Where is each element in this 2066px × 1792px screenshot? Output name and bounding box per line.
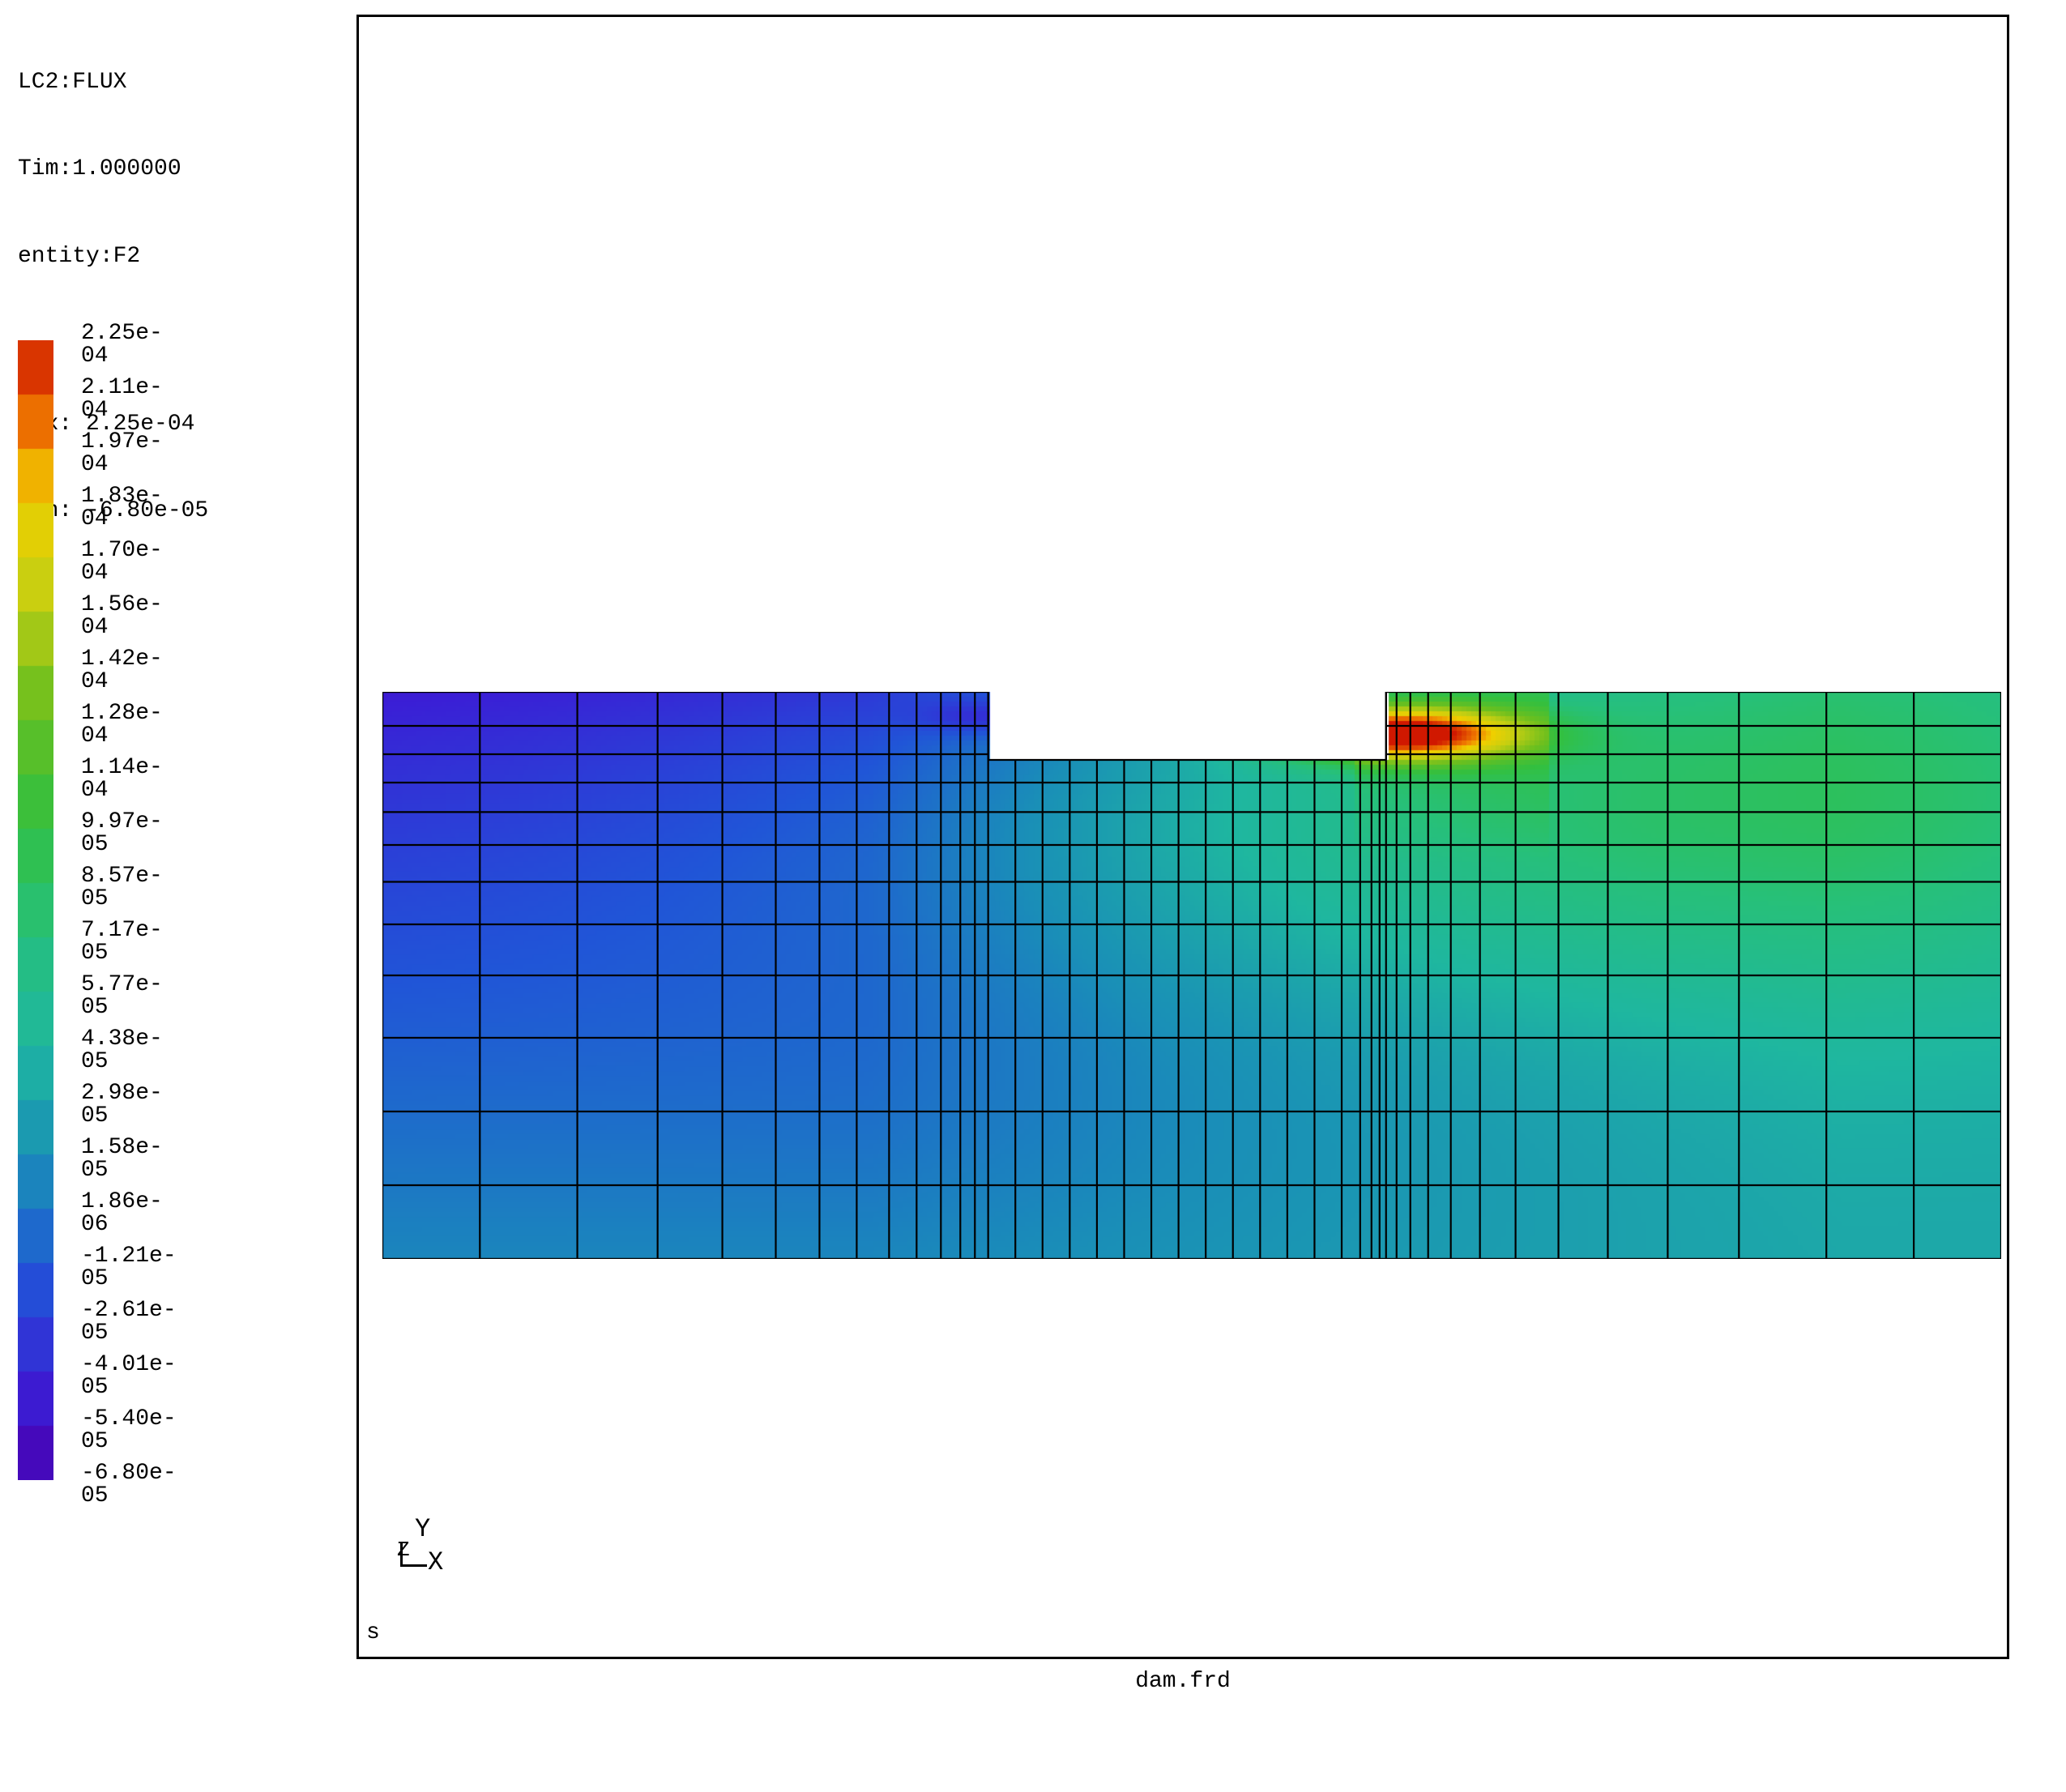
legend-labels: 2.25e-042.11e-041.97e-041.83e-041.70e-04… xyxy=(81,318,177,1513)
legend-tick: -5.40e-05 xyxy=(81,1404,177,1458)
legend-tick: 7.17e-05 xyxy=(81,915,177,970)
info-time: Tim:1.000000 xyxy=(18,155,208,184)
caption: dam.frd xyxy=(356,1669,2009,1694)
legend-tick: 1.70e-04 xyxy=(81,535,177,590)
s-label: s xyxy=(366,1620,380,1645)
legend-tick: 8.57e-05 xyxy=(81,861,177,915)
legend-tick: -1.21e-05 xyxy=(81,1241,177,1295)
legend-tick: 9.97e-05 xyxy=(81,807,177,861)
legend-tick: 1.97e-04 xyxy=(81,427,177,481)
legend-tick: 2.11e-04 xyxy=(81,373,177,427)
legend-tick: -4.01e-05 xyxy=(81,1350,177,1404)
legend-tick: -2.61e-05 xyxy=(81,1295,177,1350)
info-lc: LC2:FLUX xyxy=(18,68,208,97)
legend-tick: 1.83e-04 xyxy=(81,481,177,535)
legend-tick: 1.14e-04 xyxy=(81,753,177,807)
mesh-grid xyxy=(382,692,2001,1259)
legend-tick: 2.98e-05 xyxy=(81,1078,177,1133)
legend-tick: 1.56e-04 xyxy=(81,590,177,644)
info-entity: entity:F2 xyxy=(18,242,208,271)
legend-colorbar xyxy=(18,340,53,1480)
legend-tick: 2.25e-04 xyxy=(81,318,177,373)
legend-tick: 4.38e-05 xyxy=(81,1024,177,1078)
legend-tick: 1.42e-04 xyxy=(81,644,177,698)
legend-tick: 1.58e-05 xyxy=(81,1133,177,1187)
legend-tick: 1.86e-06 xyxy=(81,1187,177,1241)
legend-tick: -6.80e-05 xyxy=(81,1458,177,1513)
legend-tick: 1.28e-04 xyxy=(81,698,177,753)
axis-triad: YZX xyxy=(397,1515,430,1569)
legend-tick: 5.77e-05 xyxy=(81,970,177,1024)
